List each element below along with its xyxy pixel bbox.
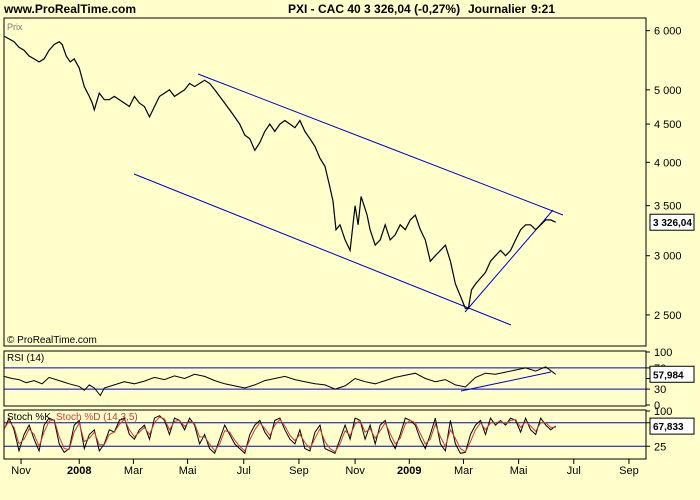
rsi-last-value-box (649, 365, 695, 383)
x-tick-label: Nov (345, 465, 365, 477)
stoch-y-tick: 25 (654, 441, 666, 453)
price-y-tick: 4 500 (654, 119, 682, 131)
stoch-last-value-box (649, 417, 695, 435)
stoch-panel-label-d: Stoch %D (14,3,5) (56, 412, 138, 423)
x-tick-label: Mai (510, 465, 528, 477)
stoch-y-tick: 100 (654, 406, 672, 418)
x-tick-label: Jul (567, 465, 581, 477)
time-label: 9:21 (531, 2, 556, 16)
stoch-last-value: 67,833 (653, 422, 684, 433)
x-tick-label: 2008 (67, 465, 91, 477)
x-tick-label: Nov (11, 465, 31, 477)
price-panel-label: Prix (7, 22, 23, 32)
price-y-tick: 6 000 (654, 26, 682, 38)
price-y-tick: 4 000 (654, 157, 682, 169)
stoch-panel (3, 409, 647, 460)
price-y-tick: 2 500 (654, 310, 682, 322)
x-tick-label: Sep (289, 465, 309, 477)
price-panel (3, 17, 647, 347)
price-last-value: 3 326,04 (653, 218, 692, 229)
site-label: www.ProRealTime.com (4, 2, 137, 16)
x-tick-label: Mar (124, 465, 143, 477)
x-tick-label: Mai (179, 465, 197, 477)
rsi-panel-label: RSI (14) (7, 353, 44, 364)
x-tick-label: Jul (237, 465, 251, 477)
rsi-y-tick: 100 (654, 347, 672, 359)
watermark: © ProRealTime.com (7, 335, 97, 346)
channel-lower-line (133, 173, 512, 326)
price-last-value-box (649, 213, 695, 231)
stoch-d-line (3, 416, 556, 453)
rsi-last-value: 57,984 (653, 370, 684, 381)
stoch-panel-label-k: Stoch %K (7, 412, 51, 423)
x-tick-label: Mar (454, 465, 473, 477)
channel-upper-line (197, 73, 564, 216)
price-y-tick: 3 000 (654, 251, 682, 263)
chart-title: PXI - CAC 40 3 326,04 (-0,27%) (288, 2, 461, 16)
price-y-tick: 3 500 (654, 201, 682, 213)
price-y-tick: 5 000 (654, 85, 682, 97)
x-tick-label: 2009 (397, 465, 421, 477)
timeframe-label: Journalier (468, 2, 527, 16)
rsi-series-line (3, 366, 556, 397)
rsi-panel (3, 350, 647, 407)
rsi-y-tick: 30 (654, 384, 666, 396)
x-tick-label: Sep (619, 465, 639, 477)
rsi-y-tick: 0 (654, 400, 660, 412)
price-series-line (3, 35, 556, 310)
rsi-trendline (460, 371, 552, 392)
